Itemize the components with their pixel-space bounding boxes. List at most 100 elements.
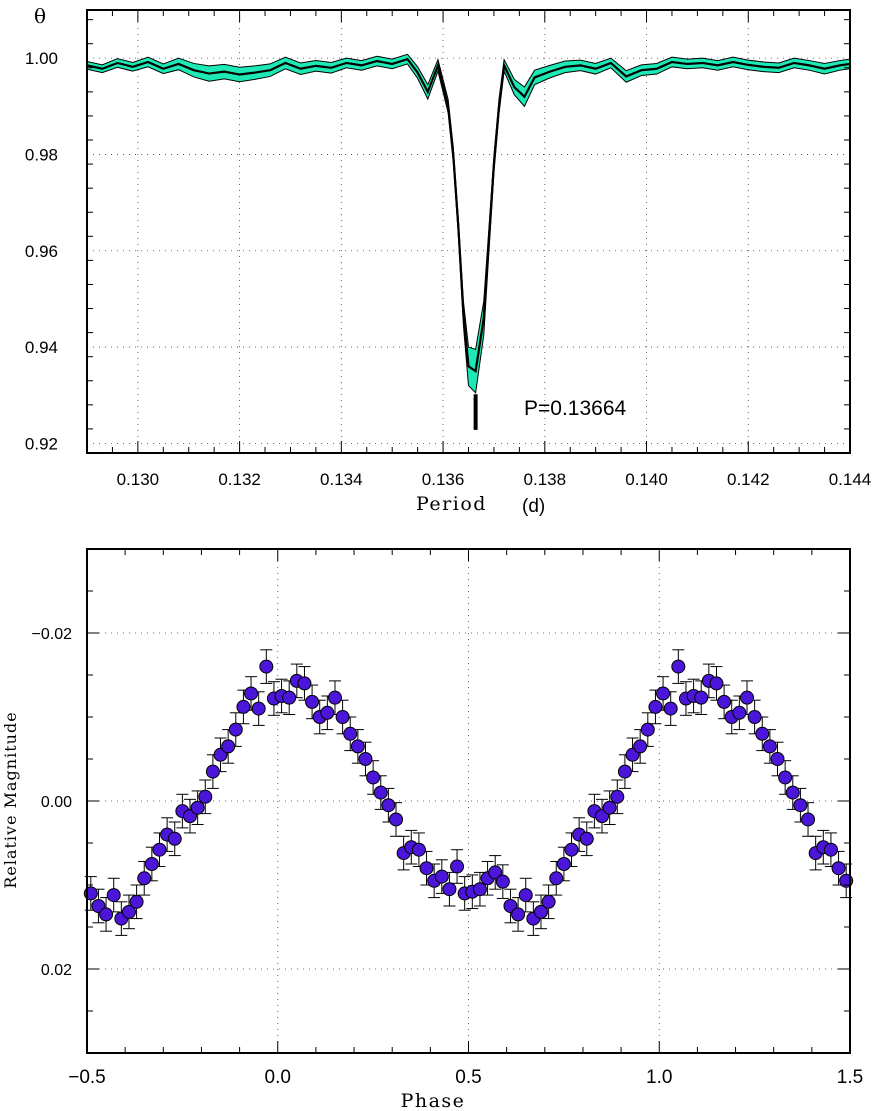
data-point (327, 690, 342, 705)
data-point (648, 699, 663, 714)
data-point (495, 874, 510, 889)
data-point (617, 764, 632, 779)
data-point (442, 882, 457, 897)
best-period-annotation: P=0.13664 (524, 397, 627, 420)
x-tick-label: 1.0 (646, 1067, 672, 1088)
data-point (198, 789, 213, 804)
data-point (755, 726, 770, 741)
data-point (259, 659, 274, 674)
data-point (793, 798, 808, 813)
x-tick-label: 0.142 (727, 470, 770, 489)
data-point (633, 739, 648, 754)
phase-curve-panel: −0.5 0.0 0.5 1.0 1.5 −0.02 0.00 0.02 Phase Rela… (1, 548, 863, 1111)
data-point (343, 726, 358, 741)
x-tick-label: 0.130 (117, 470, 160, 489)
data-point (297, 676, 312, 691)
data-point (366, 770, 381, 785)
data-point (434, 869, 449, 884)
data-point (770, 752, 785, 766)
data-point (778, 770, 793, 785)
data-point (511, 907, 526, 922)
y-tick-label: 0.94 (25, 338, 58, 357)
data-point (335, 710, 350, 724)
data-point (373, 785, 388, 800)
data-point (129, 894, 144, 909)
x-tick-label: 0.136 (422, 470, 465, 489)
x-tick-label: 0.132 (218, 470, 261, 489)
data-point (106, 888, 121, 903)
data-point (732, 705, 747, 720)
x-tick-label: 0.0 (265, 1067, 291, 1088)
data-point (556, 857, 571, 871)
data-point (144, 857, 159, 871)
data-point (389, 812, 404, 827)
data-point (282, 690, 297, 705)
data-point (801, 812, 816, 827)
data-point (472, 882, 487, 897)
data-point (411, 842, 426, 857)
y-tick-label: 0.98 (25, 145, 58, 164)
theta-axis-label: θ (34, 4, 46, 28)
data-point (99, 907, 114, 922)
data-point (190, 800, 205, 815)
data-point (518, 888, 533, 903)
data-point (709, 676, 724, 691)
data-point (533, 904, 548, 919)
data-point (244, 686, 259, 701)
data-point (137, 871, 152, 886)
data-point (602, 800, 617, 815)
x-tick-label: 0.5 (455, 1067, 481, 1088)
phase-frame (86, 548, 851, 1054)
theta-curve (86, 57, 851, 374)
x-tick-label: 0.144 (829, 470, 872, 489)
data-point (564, 842, 579, 857)
data-point (549, 871, 564, 886)
data-point (579, 831, 594, 846)
y-tick-label: 0.96 (25, 242, 58, 261)
x-tick-label: 0.138 (524, 470, 567, 489)
data-point (121, 904, 136, 919)
data-point (823, 842, 838, 857)
data-point (831, 861, 846, 876)
x-tick-label: 1.5 (837, 1067, 863, 1088)
y-tick-label: 0.92 (25, 434, 58, 453)
data-point (610, 789, 625, 804)
data-point (419, 861, 434, 876)
data-point (762, 739, 777, 754)
data-point (640, 722, 655, 737)
periodogram-panel: 0.130 0.132 0.134 0.136 0.138 0.140 0.142 0.144… (25, 4, 871, 517)
data-point (236, 699, 251, 714)
phase-ticks: −0.5 0.0 0.5 1.0 1.5 −0.02 0.00 0.02 (32, 548, 863, 1088)
y-tick-label: −0.02 (32, 626, 73, 643)
data-point (305, 694, 320, 709)
period-axis-unit: (d) (522, 496, 545, 517)
data-point (320, 705, 335, 720)
data-point (167, 831, 182, 846)
data-point (656, 686, 671, 701)
data-point (717, 694, 732, 709)
data-point (205, 764, 220, 779)
data-point (488, 865, 503, 880)
y-tick-label: 1.00 (25, 49, 58, 68)
data-point (541, 894, 556, 909)
x-tick-label: 0.140 (625, 470, 668, 489)
x-tick-label: 0.134 (320, 470, 363, 489)
data-point (358, 752, 373, 766)
data-point (663, 701, 678, 716)
x-tick-label: −0.5 (68, 1067, 106, 1088)
data-point (450, 859, 465, 874)
period-axis-label: Period (416, 493, 487, 515)
periodogram-ticks: 0.130 0.132 0.134 0.136 0.138 0.140 0.142 0.144… (25, 10, 871, 489)
magnitude-axis-label: Relative Magnitude (1, 711, 20, 888)
data-point (381, 798, 396, 813)
data-point (350, 739, 365, 754)
data-point (739, 690, 754, 705)
y-tick-label: 0.02 (41, 962, 72, 979)
theta-confidence-band (86, 53, 851, 394)
data-point (221, 739, 236, 754)
data-point (251, 701, 266, 716)
data-point (785, 785, 800, 800)
periodogram-frame (86, 9, 851, 454)
data-point (152, 842, 167, 857)
